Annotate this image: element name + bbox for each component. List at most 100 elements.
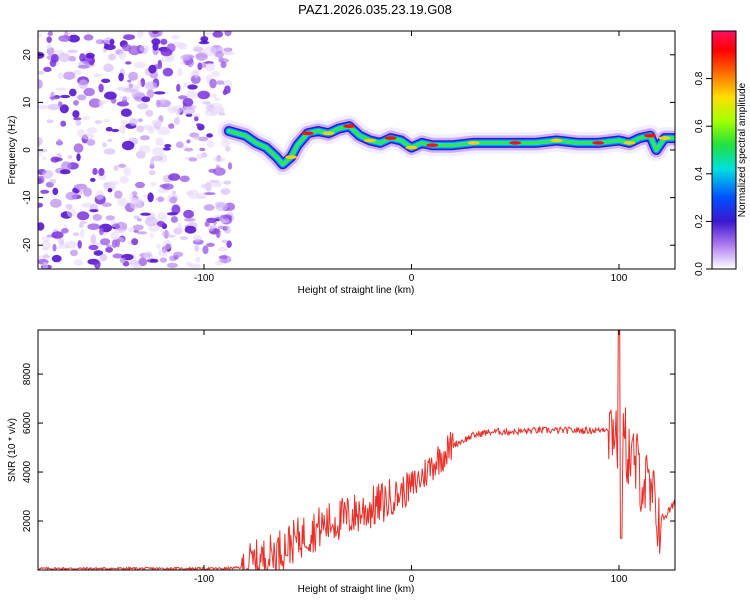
spectrogram-noise-blob xyxy=(185,261,193,267)
spectrogram-noise-blob xyxy=(196,192,207,199)
spectrogram-x-axis-label: Height of straight line (km) xyxy=(298,285,415,296)
spectrogram-noise-blob xyxy=(129,193,135,202)
spectrogram-noise-blob xyxy=(65,203,73,210)
spectrogram-noise-blob xyxy=(152,146,165,157)
spectrogram-noise-blob xyxy=(65,191,78,201)
spectrogram-ridge-peak xyxy=(426,143,439,147)
spectrogram-noise-blob xyxy=(57,244,70,249)
spectrogram-noise-blob xyxy=(117,197,128,207)
spectrogram-x-tick-label: 100 xyxy=(611,273,628,284)
spectrogram-noise-blob xyxy=(128,71,139,81)
spectrogram-noise-blob xyxy=(186,139,191,144)
spectrogram-noise-blob xyxy=(179,175,190,183)
spectrogram-noise-blob xyxy=(217,247,228,252)
spectrogram-noise-blob xyxy=(60,169,71,175)
spectrogram-noise-blob xyxy=(139,145,151,154)
spectrogram-noise-blob xyxy=(178,95,188,100)
spectrogram-noise-blob xyxy=(38,175,45,184)
spectrogram-ridge xyxy=(217,115,675,176)
spectrogram-noise-blob xyxy=(73,69,82,76)
colorbar-tick-label: 0.4 xyxy=(694,166,705,180)
spectrogram-noise-blob xyxy=(95,39,106,45)
spectrogram-noise-blob xyxy=(42,156,47,161)
spectrogram-noise-blob xyxy=(76,211,90,221)
spectrogram-noise-blob xyxy=(99,227,104,236)
spectrogram-noise-blob xyxy=(85,52,95,59)
spectrogram-noise-blob xyxy=(216,80,225,85)
spectrogram-noise-blob xyxy=(138,257,148,267)
spectrogram-noise-blob xyxy=(210,181,223,188)
spectrogram-ridge-peak xyxy=(467,141,480,145)
spectrogram-noise-blob xyxy=(110,231,120,240)
spectrogram-ridge-peak xyxy=(644,133,657,138)
spectrogram-noise-blob xyxy=(68,56,77,62)
spectrogram-noise-blob xyxy=(87,223,100,230)
snr-frame xyxy=(37,329,676,571)
spectrogram-noise-blob xyxy=(58,35,71,42)
spectrogram-noise-blob xyxy=(184,225,197,234)
spectrogram-noise-blob xyxy=(206,140,215,148)
snr-y-tick-label: 2000 xyxy=(22,509,33,532)
spectrogram-noise-blob xyxy=(155,137,164,147)
spectrogram-noise-blob xyxy=(79,221,88,224)
spectrogram-noise-blob xyxy=(161,230,170,238)
spectrogram-noise-blob xyxy=(95,190,105,200)
spectrogram-noise-blob xyxy=(190,75,201,84)
spectrogram-noise-blob xyxy=(148,170,156,176)
spectrogram-noise-blob xyxy=(98,167,105,177)
spectrogram-noise-blob xyxy=(136,217,142,222)
colorbar-gradient xyxy=(711,30,737,270)
spectrogram-noise-blob xyxy=(134,96,142,100)
spectrogram-noise-blob xyxy=(72,232,80,237)
spectrogram-noise-blob xyxy=(90,177,96,182)
spectrogram-noise-blob xyxy=(184,147,194,152)
spectrogram-noise-blob xyxy=(98,100,104,109)
spectrogram-noise-blob xyxy=(78,79,88,89)
snr-y-axis-label: SNR (10 * v/v) xyxy=(7,418,18,482)
spectrogram-noise-blob xyxy=(149,158,155,168)
spectrogram-noise-blob xyxy=(42,169,54,179)
spectrogram-noise-blob xyxy=(204,62,215,72)
spectrogram-noise-blob xyxy=(38,70,45,75)
spectrogram-noise-blob xyxy=(173,251,184,258)
snr-y-tick-label: 8000 xyxy=(22,363,33,386)
spectrogram-noise-blob xyxy=(38,136,43,146)
snr-y-tick-label: 6000 xyxy=(22,412,33,435)
spectrogram-noise-blob xyxy=(88,244,99,251)
spectrogram-noise-blob xyxy=(180,54,190,62)
spectrogram-noise-blob xyxy=(52,187,59,196)
spectrogram-noise-blob xyxy=(86,127,98,134)
spectrogram-noise-blob xyxy=(78,61,90,69)
spectrogram-noise-blob xyxy=(42,254,50,259)
spectrogram-noise-blob xyxy=(129,118,138,126)
spectrogram-noise-blob xyxy=(78,223,84,228)
spectrogram-noise-blob xyxy=(219,107,225,115)
snr-y-tick-label: 4000 xyxy=(22,460,33,483)
spectrogram-noise-blob xyxy=(127,79,132,83)
spectrogram-noise-blob xyxy=(206,242,215,247)
spectrogram-ridge-peak xyxy=(384,136,397,140)
spectrogram-noise-blob xyxy=(113,165,119,172)
spectrogram-noise-blob xyxy=(133,215,140,220)
spectrogram-noise-blob xyxy=(111,128,120,133)
spectrogram-noise-blob xyxy=(76,94,87,101)
spectrogram-noise-blob xyxy=(119,124,127,134)
spectrogram-noise-blob xyxy=(80,228,85,239)
snr-x-axis-label: Height of straight line (km) xyxy=(298,584,415,595)
spectrogram-noise-blob xyxy=(43,66,52,72)
spectrogram-noise-blob xyxy=(114,190,123,199)
spectrogram-noise-blob xyxy=(60,228,69,234)
spectrogram-noise-blob xyxy=(176,108,181,118)
spectrogram-noise-blob xyxy=(57,138,62,146)
spectrogram-noise-blob xyxy=(92,213,103,221)
spectrogram-noise-blob xyxy=(187,84,198,90)
spectrogram-noise-blob xyxy=(160,48,173,57)
spectrogram-noise-blob xyxy=(92,167,98,176)
spectrogram-noise-blob xyxy=(42,261,48,269)
spectrogram-noise-blob xyxy=(227,162,233,170)
colorbar-tick-label: 0.2 xyxy=(694,214,705,228)
spectrogram-noise-blob xyxy=(125,61,132,65)
spectrogram-noise-blob xyxy=(209,78,217,89)
